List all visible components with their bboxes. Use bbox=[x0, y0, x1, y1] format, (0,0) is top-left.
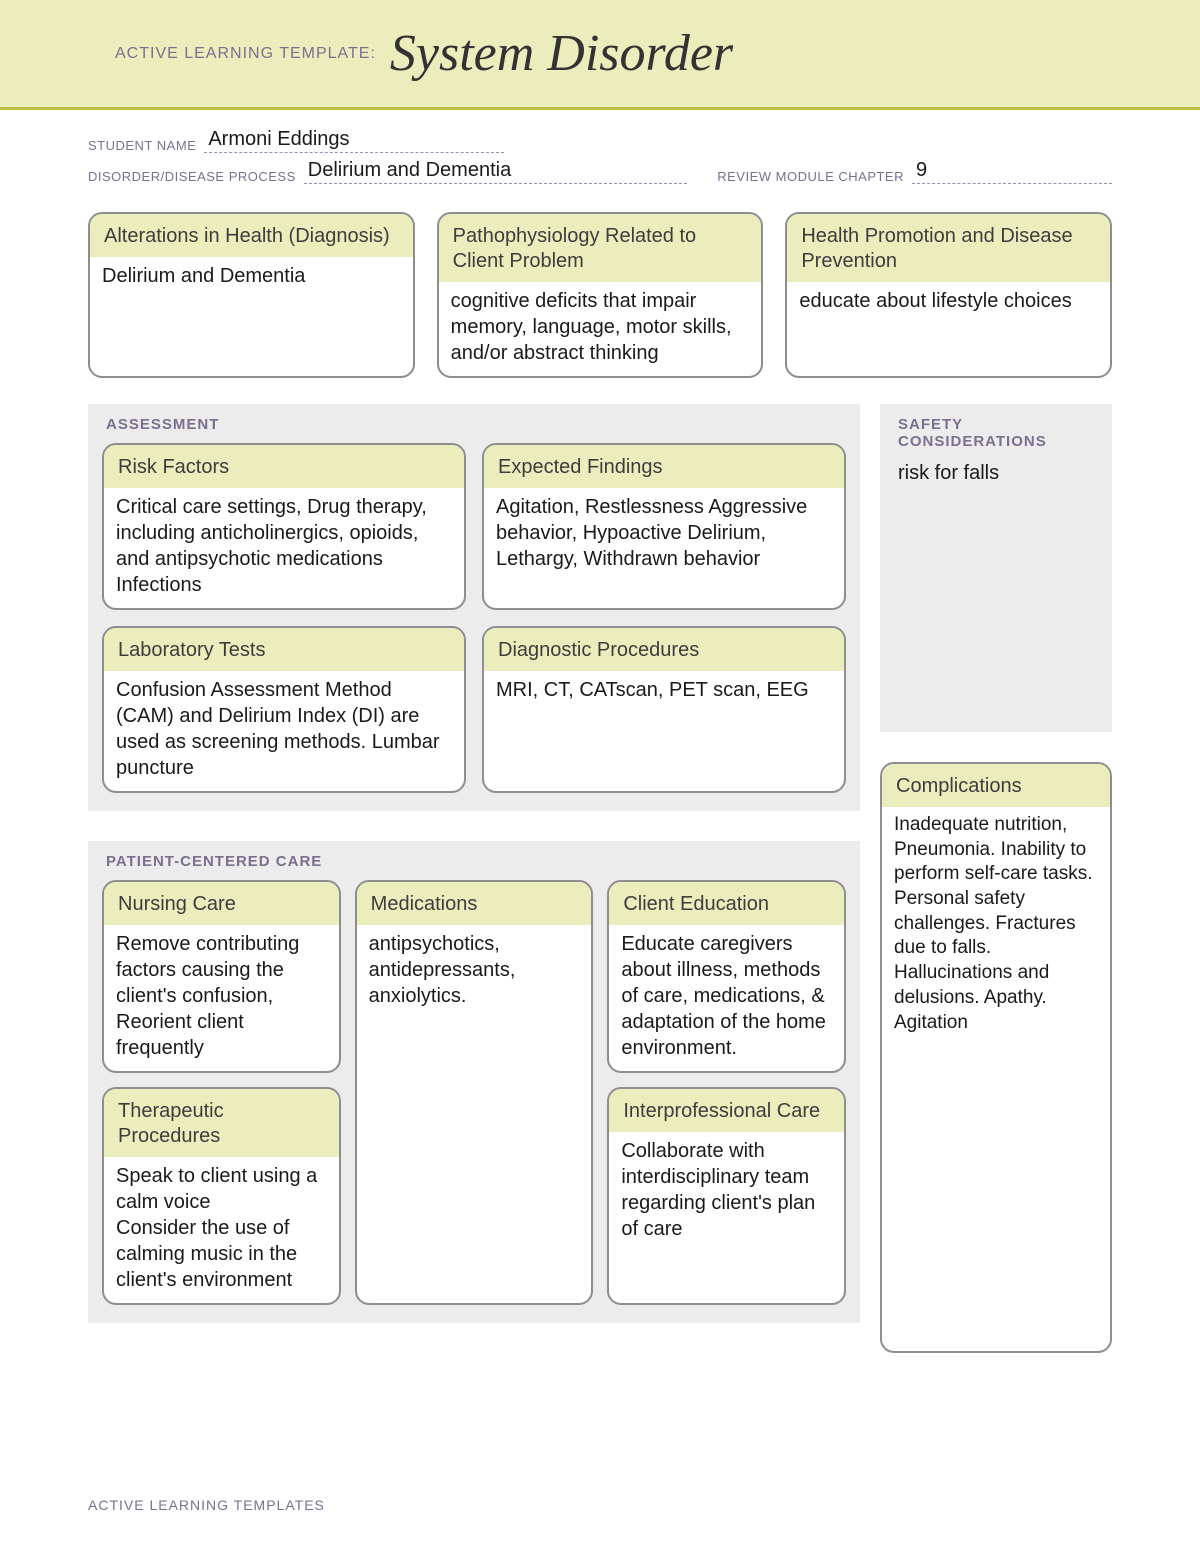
diagnostic-procedures-body: MRI, CT, CATscan, PET scan, EEG bbox=[484, 671, 844, 791]
client-education-title: Client Education bbox=[609, 882, 844, 925]
health-promotion-body: educate about lifestyle choices bbox=[787, 282, 1110, 376]
main-row: ASSESSMENT Risk Factors Critical care se… bbox=[88, 404, 1112, 1353]
laboratory-tests-card: Laboratory Tests Confusion Assessment Me… bbox=[102, 626, 466, 793]
pathophysiology-body: cognitive deficits that impair memory, l… bbox=[439, 282, 762, 376]
safety-title: SAFETY CONSIDERATIONS bbox=[894, 416, 1098, 450]
expected-findings-title: Expected Findings bbox=[484, 445, 844, 488]
nursing-care-card: Nursing Care Remove contributing factors… bbox=[102, 880, 341, 1073]
banner-prefix: ACTIVE LEARNING TEMPLATE: bbox=[115, 45, 376, 63]
laboratory-tests-title: Laboratory Tests bbox=[104, 628, 464, 671]
assessment-grid: Risk Factors Critical care settings, Dru… bbox=[102, 443, 846, 793]
client-education-body: Educate caregivers about illness, method… bbox=[609, 925, 844, 1071]
pcc-grid: Nursing Care Remove contributing factors… bbox=[102, 880, 846, 1305]
interprofessional-care-title: Interprofessional Care bbox=[609, 1089, 844, 1132]
student-name-value: Armoni Eddings bbox=[204, 128, 504, 153]
banner-title: System Disorder bbox=[390, 24, 733, 83]
complications-title: Complications bbox=[882, 764, 1110, 807]
therapeutic-procedures-card: Therapeutic Procedures Speak to client u… bbox=[102, 1087, 341, 1305]
safety-body: risk for falls bbox=[894, 460, 1098, 487]
therapeutic-procedures-body: Speak to client using a calm voice Consi… bbox=[104, 1157, 339, 1303]
laboratory-tests-body: Confusion Assessment Method (CAM) and De… bbox=[104, 671, 464, 791]
alterations-title: Alterations in Health (Diagnosis) bbox=[90, 214, 413, 257]
student-name-label: STUDENT NAME bbox=[88, 138, 196, 153]
risk-factors-card: Risk Factors Critical care settings, Dru… bbox=[102, 443, 466, 610]
medications-card: Medications antipsychotics, antidepressa… bbox=[355, 880, 594, 1305]
health-promotion-title: Health Promotion and Disease Prevention bbox=[787, 214, 1110, 282]
risk-factors-body: Critical care settings, Drug therapy, in… bbox=[104, 488, 464, 608]
safety-section: SAFETY CONSIDERATIONS risk for falls bbox=[880, 404, 1112, 732]
diagnostic-procedures-title: Diagnostic Procedures bbox=[484, 628, 844, 671]
meta-student-row: STUDENT NAME Armoni Eddings bbox=[88, 128, 1112, 153]
top-cards: Alterations in Health (Diagnosis) Deliri… bbox=[88, 212, 1112, 378]
health-promotion-card: Health Promotion and Disease Prevention … bbox=[785, 212, 1112, 378]
nursing-care-body: Remove contributing factors causing the … bbox=[104, 925, 339, 1071]
meta-disorder-row: DISORDER/DISEASE PROCESS Delirium and De… bbox=[88, 159, 1112, 184]
disorder-value: Delirium and Dementia bbox=[304, 159, 687, 184]
expected-findings-body: Agitation, Restlessness Aggressive behav… bbox=[484, 488, 844, 608]
meta-section: STUDENT NAME Armoni Eddings DISORDER/DIS… bbox=[88, 128, 1112, 184]
expected-findings-card: Expected Findings Agitation, Restlessnes… bbox=[482, 443, 846, 610]
side-column: SAFETY CONSIDERATIONS risk for falls Com… bbox=[880, 404, 1112, 1353]
disorder-label: DISORDER/DISEASE PROCESS bbox=[88, 169, 296, 184]
assessment-title: ASSESSMENT bbox=[102, 416, 846, 433]
chapter-value: 9 bbox=[912, 159, 1112, 184]
alterations-body: Delirium and Dementia bbox=[90, 257, 413, 376]
client-education-card: Client Education Educate caregivers abou… bbox=[607, 880, 846, 1073]
patient-centered-care-section: PATIENT-CENTERED CARE Nursing Care Remov… bbox=[88, 841, 860, 1323]
assessment-section: ASSESSMENT Risk Factors Critical care se… bbox=[88, 404, 860, 811]
complications-body: Inadequate nutrition, Pneumonia. Inabili… bbox=[882, 807, 1110, 1045]
therapeutic-procedures-title: Therapeutic Procedures bbox=[104, 1089, 339, 1157]
alterations-card: Alterations in Health (Diagnosis) Deliri… bbox=[88, 212, 415, 378]
content: STUDENT NAME Armoni Eddings DISORDER/DIS… bbox=[0, 110, 1200, 1353]
diagnostic-procedures-card: Diagnostic Procedures MRI, CT, CATscan, … bbox=[482, 626, 846, 793]
pathophysiology-title: Pathophysiology Related to Client Proble… bbox=[439, 214, 762, 282]
interprofessional-care-card: Interprofessional Care Collaborate with … bbox=[607, 1087, 846, 1305]
pathophysiology-card: Pathophysiology Related to Client Proble… bbox=[437, 212, 764, 378]
complications-card: Complications Inadequate nutrition, Pneu… bbox=[880, 762, 1112, 1353]
footer: ACTIVE LEARNING TEMPLATES bbox=[88, 1497, 325, 1513]
chapter-label: REVIEW MODULE CHAPTER bbox=[717, 169, 904, 184]
left-column: ASSESSMENT Risk Factors Critical care se… bbox=[88, 404, 860, 1353]
medications-title: Medications bbox=[357, 882, 592, 925]
nursing-care-title: Nursing Care bbox=[104, 882, 339, 925]
interprofessional-care-body: Collaborate with interdisciplinary team … bbox=[609, 1132, 844, 1303]
risk-factors-title: Risk Factors bbox=[104, 445, 464, 488]
pcc-title: PATIENT-CENTERED CARE bbox=[102, 853, 846, 870]
banner: ACTIVE LEARNING TEMPLATE: System Disorde… bbox=[0, 0, 1200, 110]
medications-body: antipsychotics, antidepressants, anxioly… bbox=[357, 925, 592, 1303]
